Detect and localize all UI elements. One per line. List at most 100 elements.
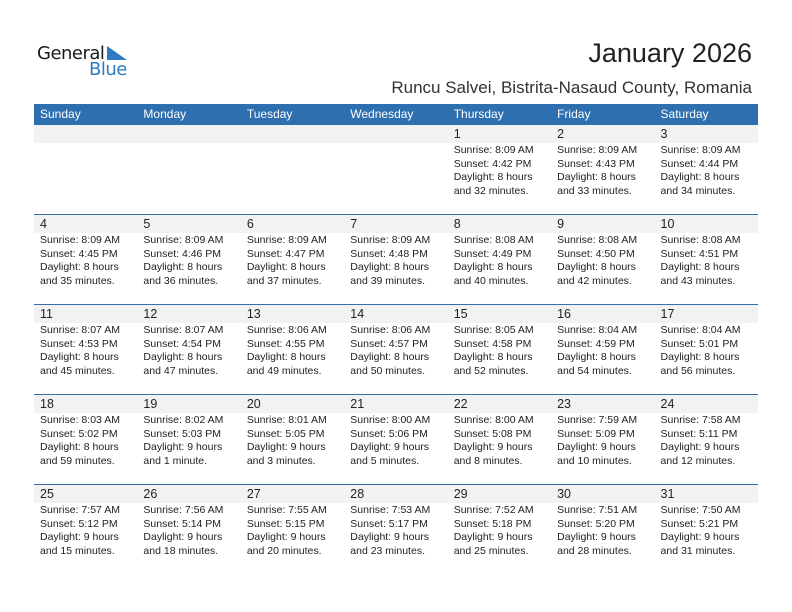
week-row: 1 Sunrise: 8:09 AM Sunset: 4:42 PM Daylight… [34,125,758,215]
sunset-text: Sunset: 5:09 PM [557,427,635,440]
sunset-text: Sunset: 5:21 PM [660,517,739,530]
day-info: Sunrise: 8:09 AM Sunset: 4:42 PM Daylight:… [454,144,534,198]
empty-day-cell [137,125,241,214]
page-title: January 2026 [588,38,752,68]
day-info: Sunrise: 7:58 AM Sunset: 5:11 PM Daylight:… [661,414,741,468]
day-number: 10 [660,217,675,231]
week-row: 25 Sunrise: 7:57 AM Sunset: 5:12 PM Dayligh… [34,485,758,575]
daylight-text: Daylight: 8 hours [557,261,636,273]
sunrise-text: Sunrise: 7:56 AM [143,504,224,516]
daylight-text: and 52 minutes. [453,364,529,377]
day-number: 9 [557,217,565,231]
daylight-text: and 15 minutes. [40,544,115,557]
sunrise-text: Sunrise: 8:08 AM [557,234,638,246]
daylight-text: Daylight: 8 hours [40,261,119,273]
daylight-text: and 54 minutes. [557,364,632,377]
sunset-text: Sunset: 4:58 PM [453,337,532,350]
day-info: Sunrise: 7:55 AM Sunset: 5:15 PM Daylight:… [247,504,327,558]
day-number-band [344,215,448,233]
day-info: Sunrise: 7:52 AM Sunset: 5:18 PM Daylight:… [454,504,534,558]
daylight-text: and 23 minutes. [350,544,425,557]
weekday-thursday: Thursday [453,107,504,121]
day-number-band [447,305,552,323]
day-cell: 12 Sunrise: 8:07 AM Sunset: 4:54 PM Dayligh… [137,305,241,394]
weekday-monday: Monday [143,107,187,121]
day-number-band [447,215,552,233]
sunset-text: Sunset: 4:53 PM [40,337,118,350]
daylight-text: and 3 minutes. [246,454,316,467]
day-cell: 6 Sunrise: 8:09 AM Sunset: 4:47 PM Daylight… [240,215,345,304]
day-cell: 19 Sunrise: 8:02 AM Sunset: 5:03 PM Dayligh… [137,395,241,484]
day-number: 27 [246,487,261,501]
day-number-band [240,305,345,323]
day-number: 4 [40,217,47,231]
day-number-band [654,395,758,413]
sunrise-text: Sunrise: 8:09 AM [660,144,741,156]
daylight-text: Daylight: 8 hours [557,171,636,183]
daylight-text: Daylight: 8 hours [40,351,119,363]
sunset-text: Sunset: 5:12 PM [40,517,118,530]
day-number-band [344,485,448,503]
day-cell: 10 Sunrise: 8:08 AM Sunset: 4:51 PM Dayligh… [654,215,758,304]
day-number-band [34,215,138,233]
sunrise-text: Sunrise: 8:09 AM [557,144,638,156]
day-number: 24 [660,397,675,411]
sunset-text: Sunset: 4:47 PM [246,247,325,260]
day-number-band [551,125,655,143]
weekday-sunday: Sunday [40,107,81,121]
week-row: 11 Sunrise: 8:07 AM Sunset: 4:53 PM Dayligh… [34,305,758,395]
daylight-text: and 31 minutes. [660,544,736,557]
sunrise-text: Sunrise: 8:08 AM [453,234,534,246]
sunrise-text: Sunrise: 8:07 AM [40,324,120,336]
day-info: Sunrise: 8:02 AM Sunset: 5:03 PM Daylight:… [143,414,223,468]
day-number: 30 [557,487,572,501]
sunset-text: Sunset: 5:01 PM [660,337,739,350]
day-number-band [447,395,552,413]
sunset-text: Sunset: 5:11 PM [660,427,738,440]
sunrise-text: Sunrise: 7:58 AM [660,414,741,426]
daylight-text: and 25 minutes. [453,544,529,557]
day-number-band [551,395,655,413]
daylight-text: Daylight: 8 hours [660,171,740,183]
sunset-text: Sunset: 4:59 PM [557,337,635,350]
day-cell: 15 Sunrise: 8:05 AM Sunset: 4:58 PM Dayligh… [447,305,552,394]
daylight-text: Daylight: 9 hours [246,531,326,543]
daylight-text: Daylight: 9 hours [660,441,740,453]
daylight-text: and 8 minutes. [453,454,523,467]
sunset-text: Sunset: 4:44 PM [660,157,739,170]
daylight-text: Daylight: 9 hours [557,531,636,543]
day-info: Sunrise: 8:08 AM Sunset: 4:49 PM Daylight:… [454,234,534,288]
daylight-text: and 20 minutes. [246,544,322,557]
day-number: 6 [246,217,254,231]
daylight-text: Daylight: 8 hours [246,261,326,273]
sunrise-text: Sunrise: 8:09 AM [453,144,534,156]
weekday-header: Sunday Monday Tuesday Wednesday Thursday Frid… [34,104,758,125]
sunset-text: Sunset: 4:50 PM [557,247,635,260]
daylight-text: Daylight: 9 hours [350,531,430,543]
sunrise-text: Sunrise: 7:53 AM [350,504,431,516]
day-number-band [137,395,241,413]
daylight-text: Daylight: 8 hours [557,351,636,363]
sunrise-text: Sunrise: 7:59 AM [557,414,638,426]
day-info: Sunrise: 8:04 AM Sunset: 4:59 PM Daylight:… [557,324,637,378]
sunrise-text: Sunrise: 8:08 AM [660,234,741,246]
day-info: Sunrise: 8:07 AM Sunset: 4:54 PM Daylight:… [143,324,223,378]
daylight-text: and 5 minutes. [350,454,420,467]
week-row: 18 Sunrise: 8:03 AM Sunset: 5:02 PM Dayligh… [34,395,758,485]
day-number-band [551,215,655,233]
day-number-band [34,305,138,323]
daylight-text: Daylight: 9 hours [143,441,223,453]
sunrise-text: Sunrise: 8:04 AM [557,324,638,336]
sunset-text: Sunset: 4:46 PM [143,247,222,260]
day-number-band [551,485,655,503]
day-number-band [654,485,758,503]
sunrise-text: Sunrise: 7:55 AM [246,504,327,516]
day-number-band [344,395,448,413]
day-info: Sunrise: 8:08 AM Sunset: 4:51 PM Daylight:… [661,234,741,288]
day-number: 25 [40,487,54,501]
sunrise-text: Sunrise: 7:50 AM [660,504,741,516]
day-number: 13 [246,307,261,321]
sunset-text: Sunset: 4:54 PM [143,337,222,350]
day-number-band [137,305,241,323]
sunset-text: Sunset: 5:03 PM [143,427,222,440]
